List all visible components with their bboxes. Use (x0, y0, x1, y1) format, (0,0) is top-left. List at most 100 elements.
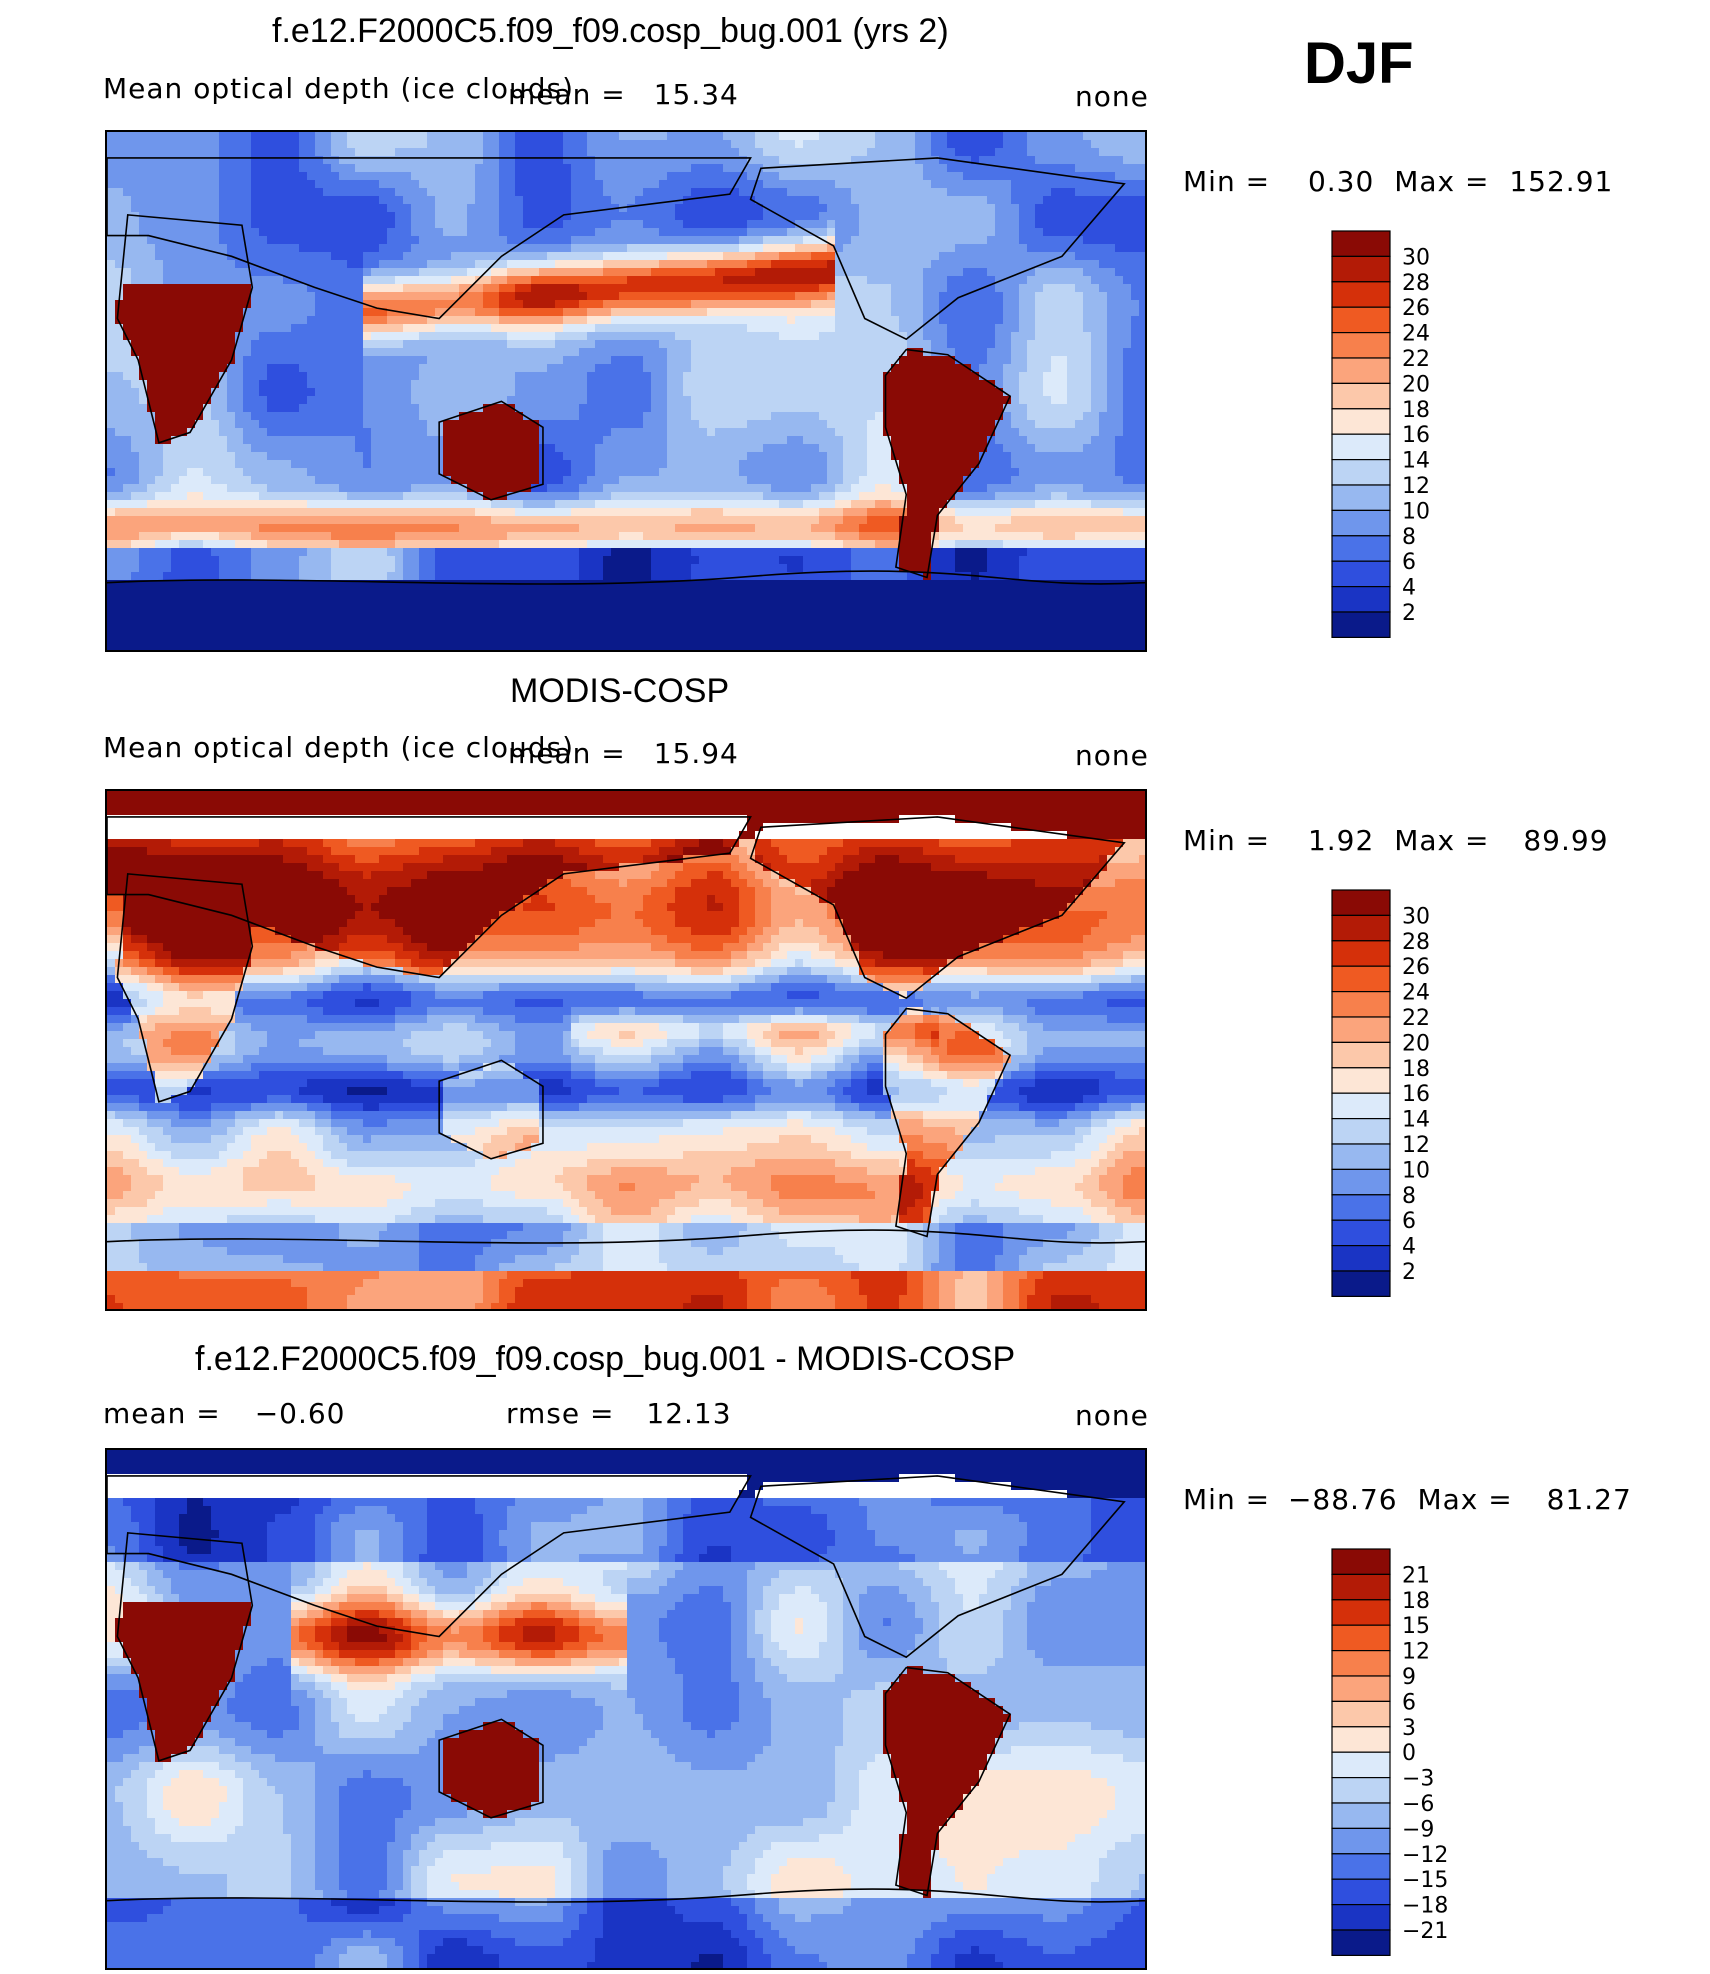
panel-3-mean-label: mean = (103, 1397, 221, 1430)
colorbar-3-swatch (1331, 1827, 1391, 1855)
panel-2-mean-value: 15.94 (654, 737, 739, 770)
coastline-samerica (884, 348, 1012, 579)
colorbar-1-tick-label: 16 (1402, 423, 1430, 448)
colorbar-1-swatch (1331, 331, 1391, 359)
coastline-antarctica (107, 570, 1145, 585)
colorbar-1-swatch (1331, 560, 1391, 588)
map-1-field (107, 132, 1145, 650)
colorbar-2-swatch (1331, 990, 1391, 1018)
colorbar-2-tick-label: 4 (1402, 1235, 1416, 1260)
colorbar-1-swatch (1331, 306, 1391, 334)
coastline-namerica (749, 157, 1126, 341)
panel-1-mean-label: mean = (508, 78, 626, 111)
panel-1-title: f.e12.F2000C5.f09_f09.cosp_bug.001 (yrs … (272, 12, 949, 51)
coastline-antarctica (107, 1888, 1145, 1903)
colorbar-3-tick-label: 3 (1402, 1716, 1416, 1741)
panel-3-units: none (1075, 1399, 1149, 1432)
colorbar-3-tick-label: 0 (1402, 1741, 1416, 1766)
colorbar-2-swatch (1331, 940, 1391, 967)
panel-2-max-label: Max = (1394, 824, 1489, 857)
colorbar-3-swatch (1331, 1649, 1391, 1677)
panel-3-rmse-value: 12.13 (646, 1397, 731, 1430)
coastline-eurasia (107, 816, 752, 979)
colorbar-1-swatch (1331, 509, 1391, 537)
colorbar-3-tick-label: 9 (1402, 1665, 1416, 1690)
colorbar-3-swatch (1331, 1904, 1391, 1931)
colorbar-1-swatch (1331, 611, 1391, 638)
coastline-africa (116, 873, 254, 1103)
colorbar-1-tick-label: 14 (1402, 449, 1430, 474)
panel-2-variable: Mean optical depth (ice clouds) (103, 731, 574, 764)
colorbar-2-tick-label: 26 (1402, 955, 1430, 980)
colorbar-2-tick-label: 30 (1402, 904, 1430, 929)
colorbar-1-swatch (1331, 382, 1391, 410)
colorbar-1-swatch (1331, 459, 1391, 486)
colorbar-3-swatch (1331, 1751, 1391, 1779)
colorbar-2-tick-label: 18 (1402, 1057, 1430, 1082)
colorbar-2-swatch (1331, 1219, 1391, 1247)
panel-2-min-value: 1.92 (1308, 824, 1374, 857)
colorbar-3-tick-label: −21 (1402, 1919, 1448, 1944)
colorbar-1-tick-label: 2 (1402, 601, 1416, 626)
panel-3-map (105, 1448, 1147, 1970)
colorbar-2-swatch (1331, 1270, 1391, 1297)
colorbar-2-swatch (1331, 1092, 1391, 1120)
panel-1-mean-value: 15.34 (654, 78, 739, 111)
map-2-field (107, 791, 1145, 1309)
colorbar-3-swatch (1331, 1929, 1391, 1956)
coastline-australia (438, 400, 544, 501)
coastline-africa (116, 214, 254, 444)
colorbar-1-swatch (1331, 433, 1391, 461)
colorbar-2-tick-label: 10 (1402, 1158, 1430, 1183)
colorbar-2-tick-label: 16 (1402, 1082, 1430, 1107)
colorbar-3-swatch (1331, 1675, 1391, 1702)
colorbar-3-swatch (1331, 1802, 1391, 1829)
colorbar-3-swatch (1331, 1573, 1391, 1601)
panel-2-min-label: Min = (1183, 824, 1270, 857)
colorbar-1-swatch (1331, 357, 1391, 384)
colorbar-1-tick-label: 30 (1402, 245, 1430, 270)
coastline-australia (438, 1718, 544, 1819)
coastline-antarctica (107, 1229, 1145, 1244)
colorbar-3-tick-label: −15 (1402, 1868, 1448, 1893)
colorbar-1-swatch (1331, 586, 1391, 613)
coastline-eurasia (107, 1475, 752, 1638)
colorbar-3-tick-label: 18 (1402, 1589, 1430, 1614)
colorbar-2-swatch (1331, 1041, 1391, 1069)
colorbar-2-tick-label: 20 (1402, 1031, 1430, 1056)
colorbar-1-swatch (1331, 408, 1391, 435)
colorbar-2-swatch (1331, 1168, 1391, 1196)
panel-3-rmse: rmse = 12.13 (506, 1397, 732, 1430)
panel-2-map (105, 789, 1147, 1311)
colorbar-1-tick-label: 18 (1402, 398, 1430, 423)
panel-1-variable: Mean optical depth (ice clouds) (103, 72, 574, 105)
colorbar-3-swatch (1331, 1599, 1391, 1626)
colorbar-2-tick-label: 14 (1402, 1108, 1430, 1133)
colorbar-1-tick-label: 8 (1402, 525, 1416, 550)
coastline-namerica (749, 816, 1126, 1000)
colorbar-1-tick-label: 6 (1402, 550, 1416, 575)
colorbar-3-tick-label: 12 (1402, 1640, 1430, 1665)
colorbar-3-tick-label: −6 (1402, 1792, 1434, 1817)
colorbar-1-swatch (1331, 255, 1391, 283)
colorbar-3-swatch (1331, 1878, 1391, 1906)
coastline-eurasia (107, 157, 752, 320)
colorbar-3-tick-label: 21 (1402, 1563, 1430, 1588)
coastline-africa (116, 1532, 254, 1762)
panel-1-max-label: Max = (1394, 165, 1489, 198)
panel-2-mean: mean = 15.94 (508, 737, 739, 770)
panel-2-title: MODIS-COSP (510, 672, 729, 711)
map-3-field (107, 1450, 1145, 1968)
colorbar-2-tick-label: 2 (1402, 1260, 1416, 1285)
colorbar-1-swatch (1331, 281, 1391, 308)
panel-1-min-label: Min = (1183, 165, 1270, 198)
panel-1-map (105, 130, 1147, 652)
colorbar-3-tick-label: 15 (1402, 1614, 1430, 1639)
colorbar-1-tick-label: 24 (1402, 322, 1430, 347)
colorbar-3-swatch (1331, 1548, 1391, 1575)
panel-3-min-value: −88.76 (1288, 1483, 1398, 1516)
panel-1-max-value: 152.91 (1509, 165, 1613, 198)
colorbar-2-swatch (1331, 965, 1391, 993)
